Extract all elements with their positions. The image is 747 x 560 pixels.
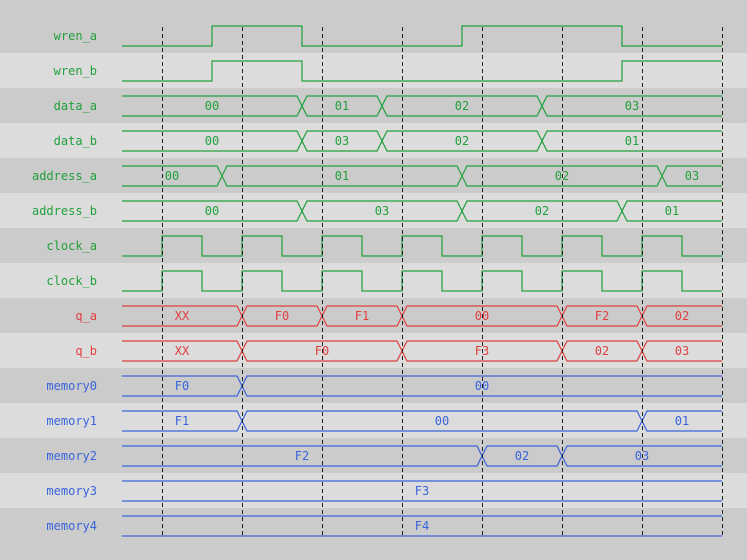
signal-label: clock_a [46, 239, 97, 253]
row-band [0, 158, 747, 193]
bus-value: 01 [335, 169, 349, 183]
bus-value: 02 [595, 344, 609, 358]
signal-data_a: data_a 00 01 02 03 [54, 95, 722, 117]
row-band [0, 403, 747, 438]
bus-value: F2 [595, 309, 609, 323]
signal-label: address_b [32, 204, 97, 218]
signal-label: q_b [75, 344, 97, 358]
bus-value: F4 [415, 519, 429, 533]
bus-value: 01 [625, 134, 639, 148]
bus-segment [241, 375, 722, 397]
bus-value: F1 [355, 309, 369, 323]
signal-label: address_a [32, 169, 97, 183]
row-band [0, 438, 747, 473]
signal-memory1: memory1 F1 00 01 [46, 410, 722, 432]
bus-value: 03 [625, 99, 639, 113]
bus-segment [561, 445, 722, 467]
signal-label: memory1 [46, 414, 97, 428]
bus-value: XX [175, 309, 190, 323]
signal-label: wren_a [54, 29, 97, 43]
row-band [0, 263, 747, 298]
signal-q_b: q_bXXF0F30203 [75, 340, 722, 362]
bus-value: 00 [165, 169, 179, 183]
bus-value: F0 [175, 379, 189, 393]
bus-value: 02 [455, 134, 469, 148]
bus-value: 00 [205, 204, 219, 218]
bus-segment [541, 130, 722, 152]
row-band [0, 53, 747, 88]
bus-value: 00 [435, 414, 449, 428]
grid-lines [162, 27, 723, 538]
row-band [0, 473, 747, 508]
row-band [0, 368, 747, 403]
bus-value: 02 [455, 99, 469, 113]
bit-wave [122, 235, 722, 257]
bus-value: 00 [205, 134, 219, 148]
row-band [0, 193, 747, 228]
bus-segment [641, 340, 722, 362]
signal-label: memory3 [46, 484, 97, 498]
bus-value: F2 [295, 449, 309, 463]
bus-value: 00 [205, 99, 219, 113]
bus-value: 01 [675, 414, 689, 428]
signal-waves: wren_a wren_b data_a 00 01 02 03 data_b 00 03 02 01… [32, 25, 722, 537]
row-bands [0, 18, 747, 543]
bit-wave [122, 270, 722, 292]
bus-segment [621, 200, 722, 222]
bus-segment [661, 165, 722, 187]
bit-wave [122, 60, 722, 82]
row-band [0, 88, 747, 123]
row-band [0, 18, 747, 53]
signal-wren_a: wren_a [54, 25, 722, 47]
signal-clock_a: clock_a [46, 235, 722, 257]
bus-segment [641, 305, 722, 327]
bus-segment [122, 480, 722, 502]
bus-value: XX [175, 344, 190, 358]
signal-clock_b: clock_b [46, 270, 722, 292]
signal-data_b: data_b 00 03 02 01 [54, 130, 722, 152]
signal-label: data_b [54, 134, 97, 148]
signal-label: data_a [54, 99, 97, 113]
bus-value: 03 [375, 204, 389, 218]
bus-segment [122, 515, 722, 537]
bus-value: 02 [675, 309, 689, 323]
row-band [0, 333, 747, 368]
signal-memory0: memory0F000 [46, 375, 722, 397]
bus-value: F3 [415, 484, 429, 498]
signal-memory4: memory4 F4 [46, 515, 722, 537]
signal-label: memory4 [46, 519, 97, 533]
bus-value: F1 [175, 414, 189, 428]
row-band [0, 228, 747, 263]
bus-segment [541, 95, 722, 117]
bus-segment [641, 410, 722, 432]
signal-label: q_a [75, 309, 97, 323]
bus-value: 01 [665, 204, 679, 218]
bus-value: 01 [335, 99, 349, 113]
signal-address_b: address_b 00 03 02 01 [32, 200, 722, 222]
signal-label: wren_b [54, 64, 97, 78]
row-band [0, 123, 747, 158]
bus-value: 03 [685, 169, 699, 183]
bus-value: F0 [275, 309, 289, 323]
signal-label: memory0 [46, 379, 97, 393]
signal-label: memory2 [46, 449, 97, 463]
bus-value: 03 [335, 134, 349, 148]
bus-value: 02 [535, 204, 549, 218]
bus-value: 02 [515, 449, 529, 463]
bus-value: 03 [675, 344, 689, 358]
signal-memory3: memory3 F3 [46, 480, 722, 502]
signal-wren_b: wren_b [54, 60, 722, 82]
signal-label: clock_b [46, 274, 97, 288]
row-band [0, 298, 747, 333]
row-band [0, 508, 747, 543]
bit-wave [122, 25, 722, 47]
